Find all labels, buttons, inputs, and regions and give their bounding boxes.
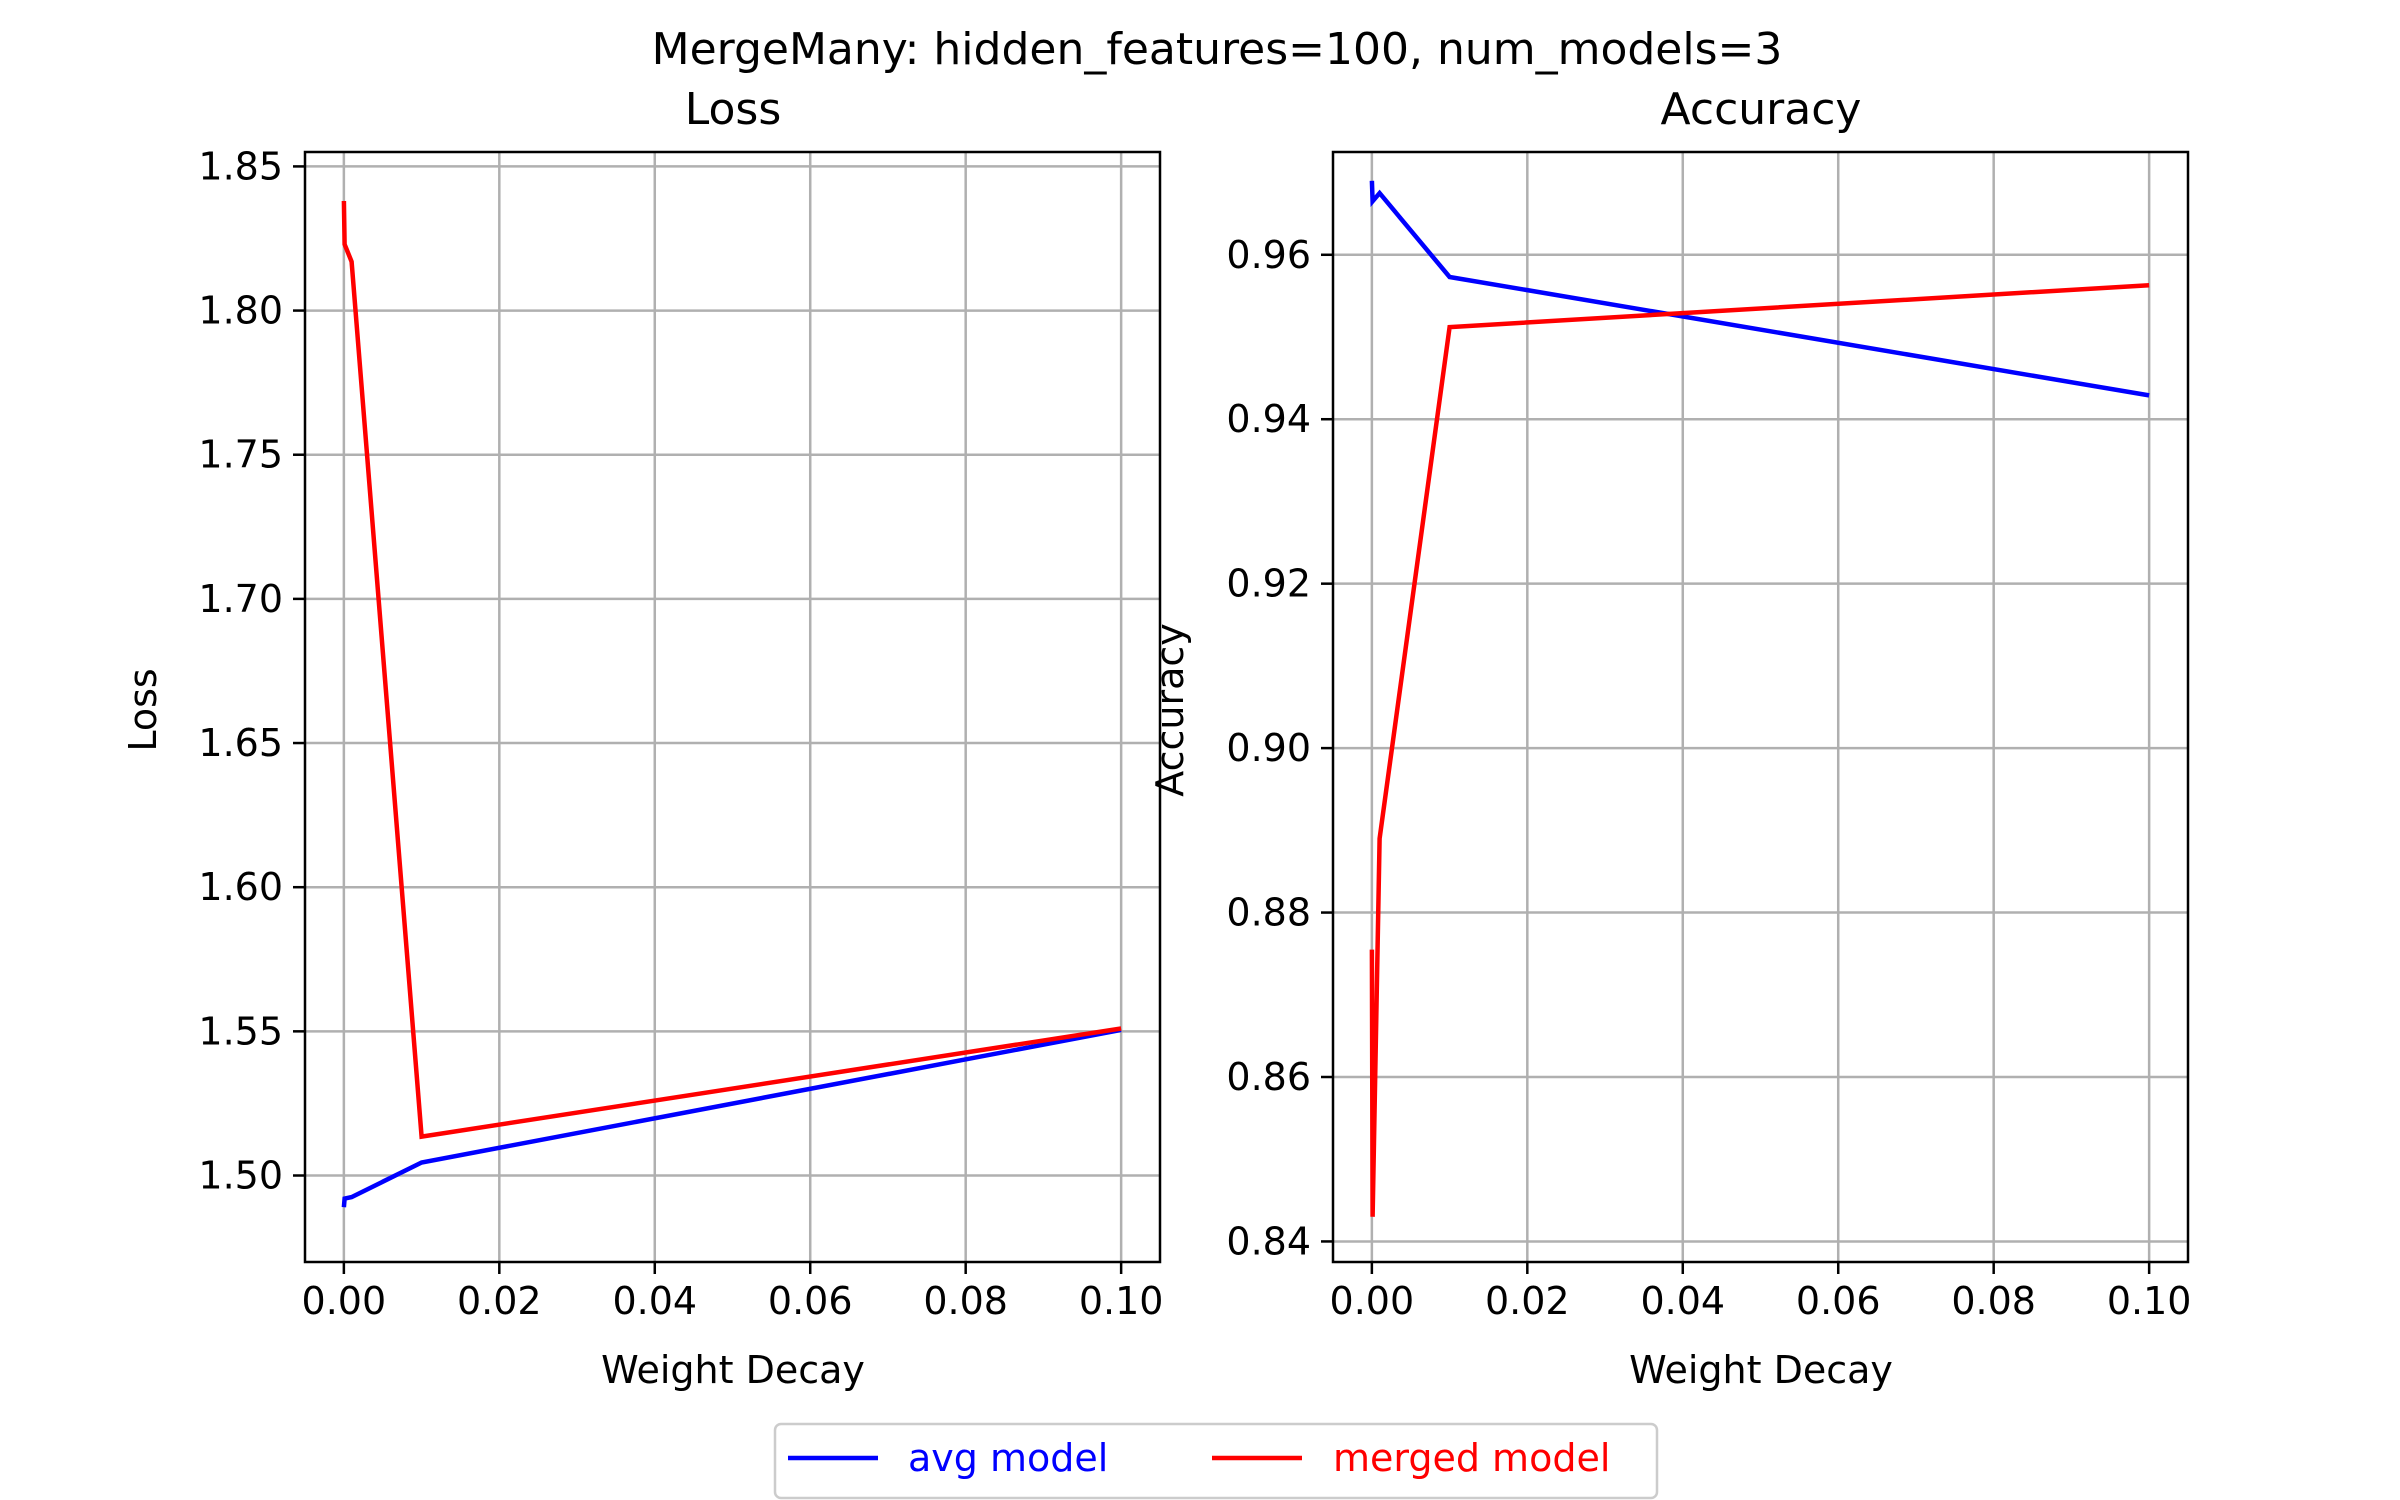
loss-y-tick-label: 1.85	[198, 144, 283, 188]
loss-y-tick-label: 1.75	[198, 433, 283, 477]
loss-y-tick-label: 1.55	[198, 1009, 283, 1053]
loss-panel: Loss 0.00 0.02 0.04 0.06 0.08 0.10 1.501.551.…	[121, 84, 1163, 1392]
loss-axes-frame	[303, 150, 1162, 1264]
legend: avg model merged model	[773, 1422, 1659, 1500]
accuracy-y-ticks: 0.84 0.86 0.88 0.90 0.92 0.94 0.96	[1226, 233, 1333, 1263]
accuracy-x-tick-label: 0.10	[2107, 1279, 2192, 1323]
accuracy-y-tick-label: 0.84	[1226, 1219, 1311, 1263]
accuracy-y-tick-label: 0.92	[1226, 562, 1311, 606]
loss-x-tick-label: 0.04	[612, 1279, 697, 1323]
accuracy-grid	[1333, 152, 2188, 1262]
loss-y-ticks: 1.50 1.55 1.60 1.65 1.70 1.75 1.80 1.85	[198, 144, 305, 1198]
accuracy-x-tick-label: 0.02	[1485, 1279, 1570, 1323]
loss-x-axis-label: Weight Decay	[601, 1348, 865, 1392]
loss-y-tick-label: 1.60	[198, 865, 283, 909]
accuracy-y-axis-label: Accuracy	[1148, 623, 1192, 797]
loss-x-tick-label: 0.00	[302, 1279, 387, 1323]
loss-x-tick-label: 0.02	[457, 1279, 542, 1323]
loss-x-tick-label: 0.06	[768, 1279, 853, 1323]
loss-x-tick-label: 0.10	[1079, 1279, 1164, 1323]
loss-y-tick-label: 1.70	[198, 577, 283, 621]
accuracy-y-tick-label: 0.94	[1226, 397, 1311, 441]
loss-y-tick-label: 1.50	[198, 1154, 283, 1198]
legend-label-avg: avg model	[908, 1436, 1108, 1480]
accuracy-title: Accuracy	[1661, 84, 1862, 135]
accuracy-panel: Accuracy 0.00 0.02 0.04 0.06 0.08 0.10 0.840.…	[1148, 84, 2191, 1392]
loss-x-ticks: 0.00 0.02 0.04 0.06 0.08 0.10	[302, 1262, 1164, 1323]
accuracy-x-tick-label: 0.00	[1330, 1279, 1415, 1323]
loss-y-axis-label: Loss	[121, 668, 165, 751]
loss-grid	[305, 152, 1160, 1262]
accuracy-merged-model-line	[1369, 282, 2150, 1217]
accuracy-avg-model-line	[1369, 180, 2150, 398]
loss-merged-model-line	[341, 200, 1122, 1140]
legend-item-merged: merged model	[1212, 1436, 1610, 1480]
accuracy-x-ticks: 0.00 0.02 0.04 0.06 0.08 0.10	[1330, 1262, 2192, 1323]
loss-title: Loss	[685, 84, 782, 135]
accuracy-y-tick-label: 0.86	[1226, 1055, 1311, 1099]
loss-y-tick-label: 1.80	[198, 289, 283, 333]
legend-label-merged: merged model	[1333, 1436, 1610, 1480]
accuracy-y-tick-label: 0.96	[1226, 233, 1311, 277]
accuracy-x-tick-label: 0.04	[1640, 1279, 1725, 1323]
legend-item-avg: avg model	[788, 1436, 1108, 1480]
loss-x-tick-label: 0.08	[923, 1279, 1008, 1323]
figure-suptitle: MergeMany: hidden_features=100, num_mode…	[652, 24, 1783, 75]
accuracy-series	[1369, 180, 2150, 1217]
legend-box	[773, 1422, 1659, 1500]
accuracy-x-tick-label: 0.06	[1796, 1279, 1881, 1323]
accuracy-x-tick-label: 0.08	[1951, 1279, 2036, 1323]
loss-series	[341, 200, 1122, 1208]
loss-avg-model-line	[341, 1027, 1122, 1208]
accuracy-y-tick-label: 0.88	[1226, 891, 1311, 935]
accuracy-axes-frame	[1331, 150, 2190, 1264]
accuracy-y-tick-label: 0.90	[1226, 726, 1311, 770]
loss-y-tick-label: 1.65	[198, 721, 283, 765]
accuracy-x-axis-label: Weight Decay	[1629, 1348, 1893, 1392]
